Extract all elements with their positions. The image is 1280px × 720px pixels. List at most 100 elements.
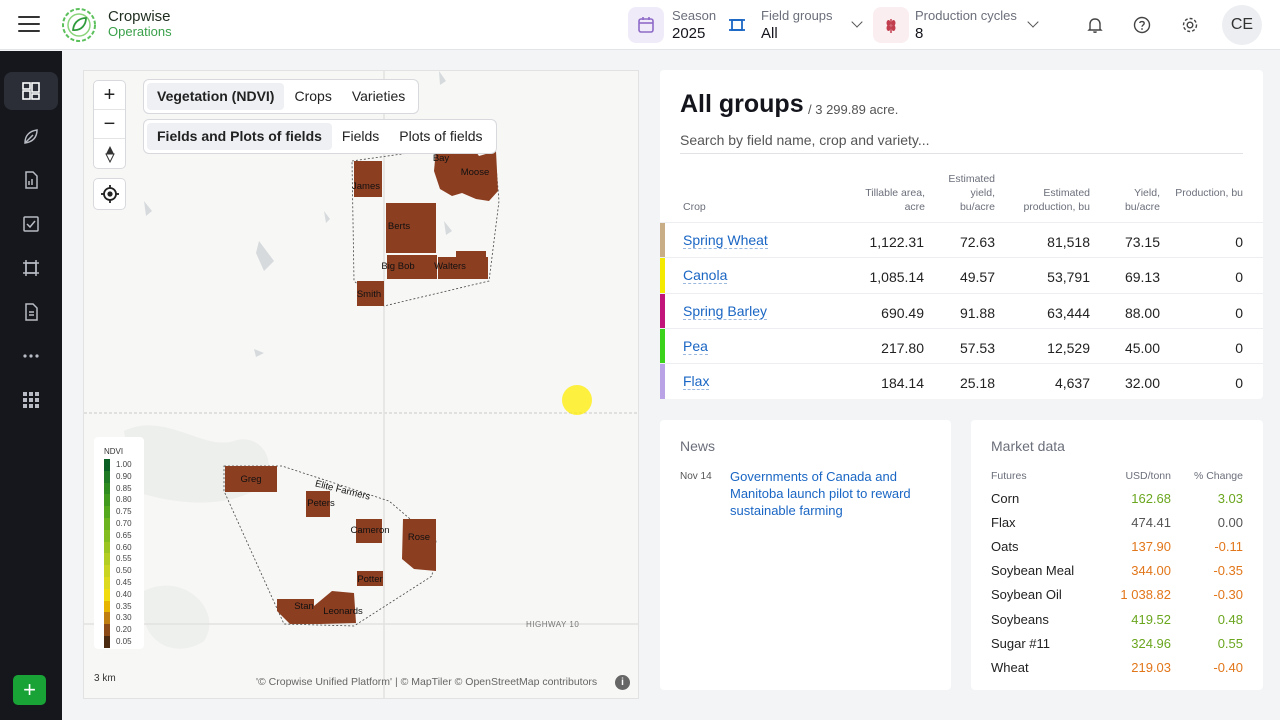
field-label-cameron: Cameron	[350, 525, 389, 536]
legend-swatch	[104, 517, 110, 530]
compass-button[interactable]	[94, 139, 125, 168]
crop-link[interactable]: Canola	[683, 267, 728, 285]
production-cycles-selector[interactable]: Production cycles 8	[873, 5, 1039, 45]
field-groups-icon	[719, 7, 755, 43]
logo-text: Cropwise Operations	[108, 9, 172, 39]
gear-icon[interactable]	[1178, 13, 1202, 37]
market-price: 419.52	[1131, 611, 1171, 627]
market-price: 344.00	[1131, 563, 1171, 579]
market-name: Soybean Meal	[991, 563, 1075, 579]
crop-color-stripe	[660, 258, 665, 294]
crop-link[interactable]: Pea	[683, 337, 708, 355]
market-change: -0.30	[1213, 587, 1243, 603]
market-price: 324.96	[1131, 635, 1171, 651]
crops-icon[interactable]	[4, 117, 58, 155]
crop-link[interactable]: Flax	[683, 373, 710, 391]
legend-tick: 0.60	[116, 542, 132, 552]
dashboard-icon[interactable]	[4, 72, 58, 110]
tab-fields-and-plots[interactable]: Fields and Plots of fields	[147, 123, 332, 150]
legend-tick: 0.20	[116, 625, 132, 635]
market-row: Soybean Meal 344.00 -0.35	[971, 563, 1263, 587]
search-input[interactable]: Search by field name, crop and variety..…	[680, 132, 1243, 154]
cell-est-prod: 53,791	[1047, 269, 1090, 286]
more-icon[interactable]	[4, 337, 58, 375]
market-row: Wheat 219.03 -0.40	[971, 660, 1263, 684]
zoom-in-button[interactable]: +	[94, 81, 125, 110]
tab-plots-of-fields[interactable]: Plots of fields	[399, 128, 483, 144]
legend-tick: 0.65	[116, 530, 132, 540]
cell-prod: 0	[1235, 304, 1243, 321]
legend-tick: 0.45	[116, 577, 132, 587]
locate-button[interactable]	[94, 179, 125, 209]
chevron-down-icon	[1027, 16, 1039, 28]
apps-icon[interactable]	[4, 381, 58, 419]
legend-tick: 0.55	[116, 554, 132, 564]
crop-link[interactable]: Spring Wheat	[683, 232, 768, 249]
table-row[interactable]: Spring Barley 690.49 91.88 63,444 88.00 0	[660, 292, 1263, 329]
table-row[interactable]: Flax 184.14 25.18 4,637 32.00 0	[660, 363, 1263, 400]
legend-swatch	[104, 506, 110, 518]
legend-swatch	[104, 553, 110, 566]
calendar-icon	[628, 7, 664, 43]
field-label-rose: Rose	[408, 532, 430, 543]
field-label-potter: Potter	[357, 574, 382, 585]
col-production: Production, bu	[1175, 187, 1243, 199]
legend-ticks: 1.00 0.90 0.85 0.80 0.75 0.70 0.65 0.60 0.55 0.50…	[116, 459, 132, 648]
legend-tick: 0.70	[116, 518, 132, 528]
legend-tick: 1.00	[116, 460, 132, 469]
bell-icon[interactable]	[1083, 13, 1107, 37]
market-row: Oats 137.90 -0.11	[971, 539, 1263, 563]
market-change: 0.48	[1217, 611, 1243, 627]
market-price: 219.03	[1131, 659, 1171, 675]
market-price: 1 038.82	[1120, 587, 1171, 603]
market-change: 3.03	[1217, 491, 1243, 506]
crop-color-stripe	[660, 328, 665, 364]
cell-yield: 73.15	[1124, 234, 1160, 250]
view-tabs: Fields and Plots of fields Fields Plots …	[144, 120, 496, 153]
market-name: Corn	[991, 491, 1020, 506]
col-est-yield: Estimated yield, bu/acre	[948, 173, 995, 213]
cell-area: 217.80	[881, 339, 924, 356]
map-canvas[interactable]: HIGHWAY 10 Bay Moose James Berts Big Bob…	[84, 71, 639, 699]
table-row[interactable]: Spring Wheat 1,122.31 72.63 81,518 73.15 0	[660, 222, 1263, 258]
avatar[interactable]: CE	[1222, 5, 1262, 45]
tasks-icon[interactable]	[4, 205, 58, 243]
fields-icon[interactable]	[4, 249, 58, 287]
tab-varieties[interactable]: Varieties	[351, 88, 406, 104]
legend-swatch	[104, 600, 110, 613]
cell-area: 690.49	[881, 304, 924, 321]
tab-fields[interactable]: Fields	[341, 128, 380, 144]
cell-area: 184.14	[881, 375, 924, 392]
field-label-james: James	[352, 181, 380, 192]
tab-vegetation-ndvi[interactable]: Vegetation (NDVI)	[147, 83, 285, 110]
menu-icon[interactable]	[18, 16, 40, 34]
zoom-out-button[interactable]: −	[94, 110, 125, 139]
cell-prod: 0	[1235, 269, 1243, 286]
news-headline-link[interactable]: Governments of Canada and Manitoba launc…	[730, 469, 911, 518]
info-icon[interactable]: i	[615, 675, 630, 690]
legend-tick: 0.80	[116, 495, 132, 505]
cell-est-yield: 49.57	[959, 269, 995, 286]
field-groups-selector[interactable]: Field groups All	[719, 5, 863, 45]
season-selector[interactable]: Season 2025	[628, 5, 716, 45]
legend-swatch	[104, 635, 110, 648]
production-cycles-value: 8	[915, 25, 924, 42]
tab-crops[interactable]: Crops	[294, 88, 332, 104]
add-button[interactable]: +	[13, 675, 46, 705]
ndvi-legend: NDVI 1.00 0.90 0.85 0.80 0.75 0.70 0.65 0.60 0.5…	[94, 437, 144, 649]
documents-icon[interactable]	[4, 293, 58, 331]
chevron-down-icon	[850, 16, 863, 28]
table-row[interactable]: Canola 1,085.14 49.57 53,791 69.13 0	[660, 257, 1263, 294]
legend-swatch	[104, 576, 110, 589]
market-row: Corn 162.68 3.03	[971, 491, 1263, 515]
logo-line2: Operations	[108, 24, 172, 39]
groups-title: All groups	[680, 90, 804, 118]
locate-icon	[100, 185, 119, 203]
cell-prod: 0	[1235, 375, 1243, 392]
crop-link[interactable]: Spring Barley	[683, 302, 768, 320]
table-row[interactable]: Pea 217.80 57.53 12,529 45.00 0	[660, 327, 1263, 364]
field-map[interactable]: HIGHWAY 10 Bay Moose James Berts Big Bob…	[83, 70, 639, 699]
reports-icon[interactable]	[4, 161, 58, 199]
legend-tick: 0.35	[116, 601, 132, 611]
help-icon[interactable]	[1130, 13, 1154, 37]
